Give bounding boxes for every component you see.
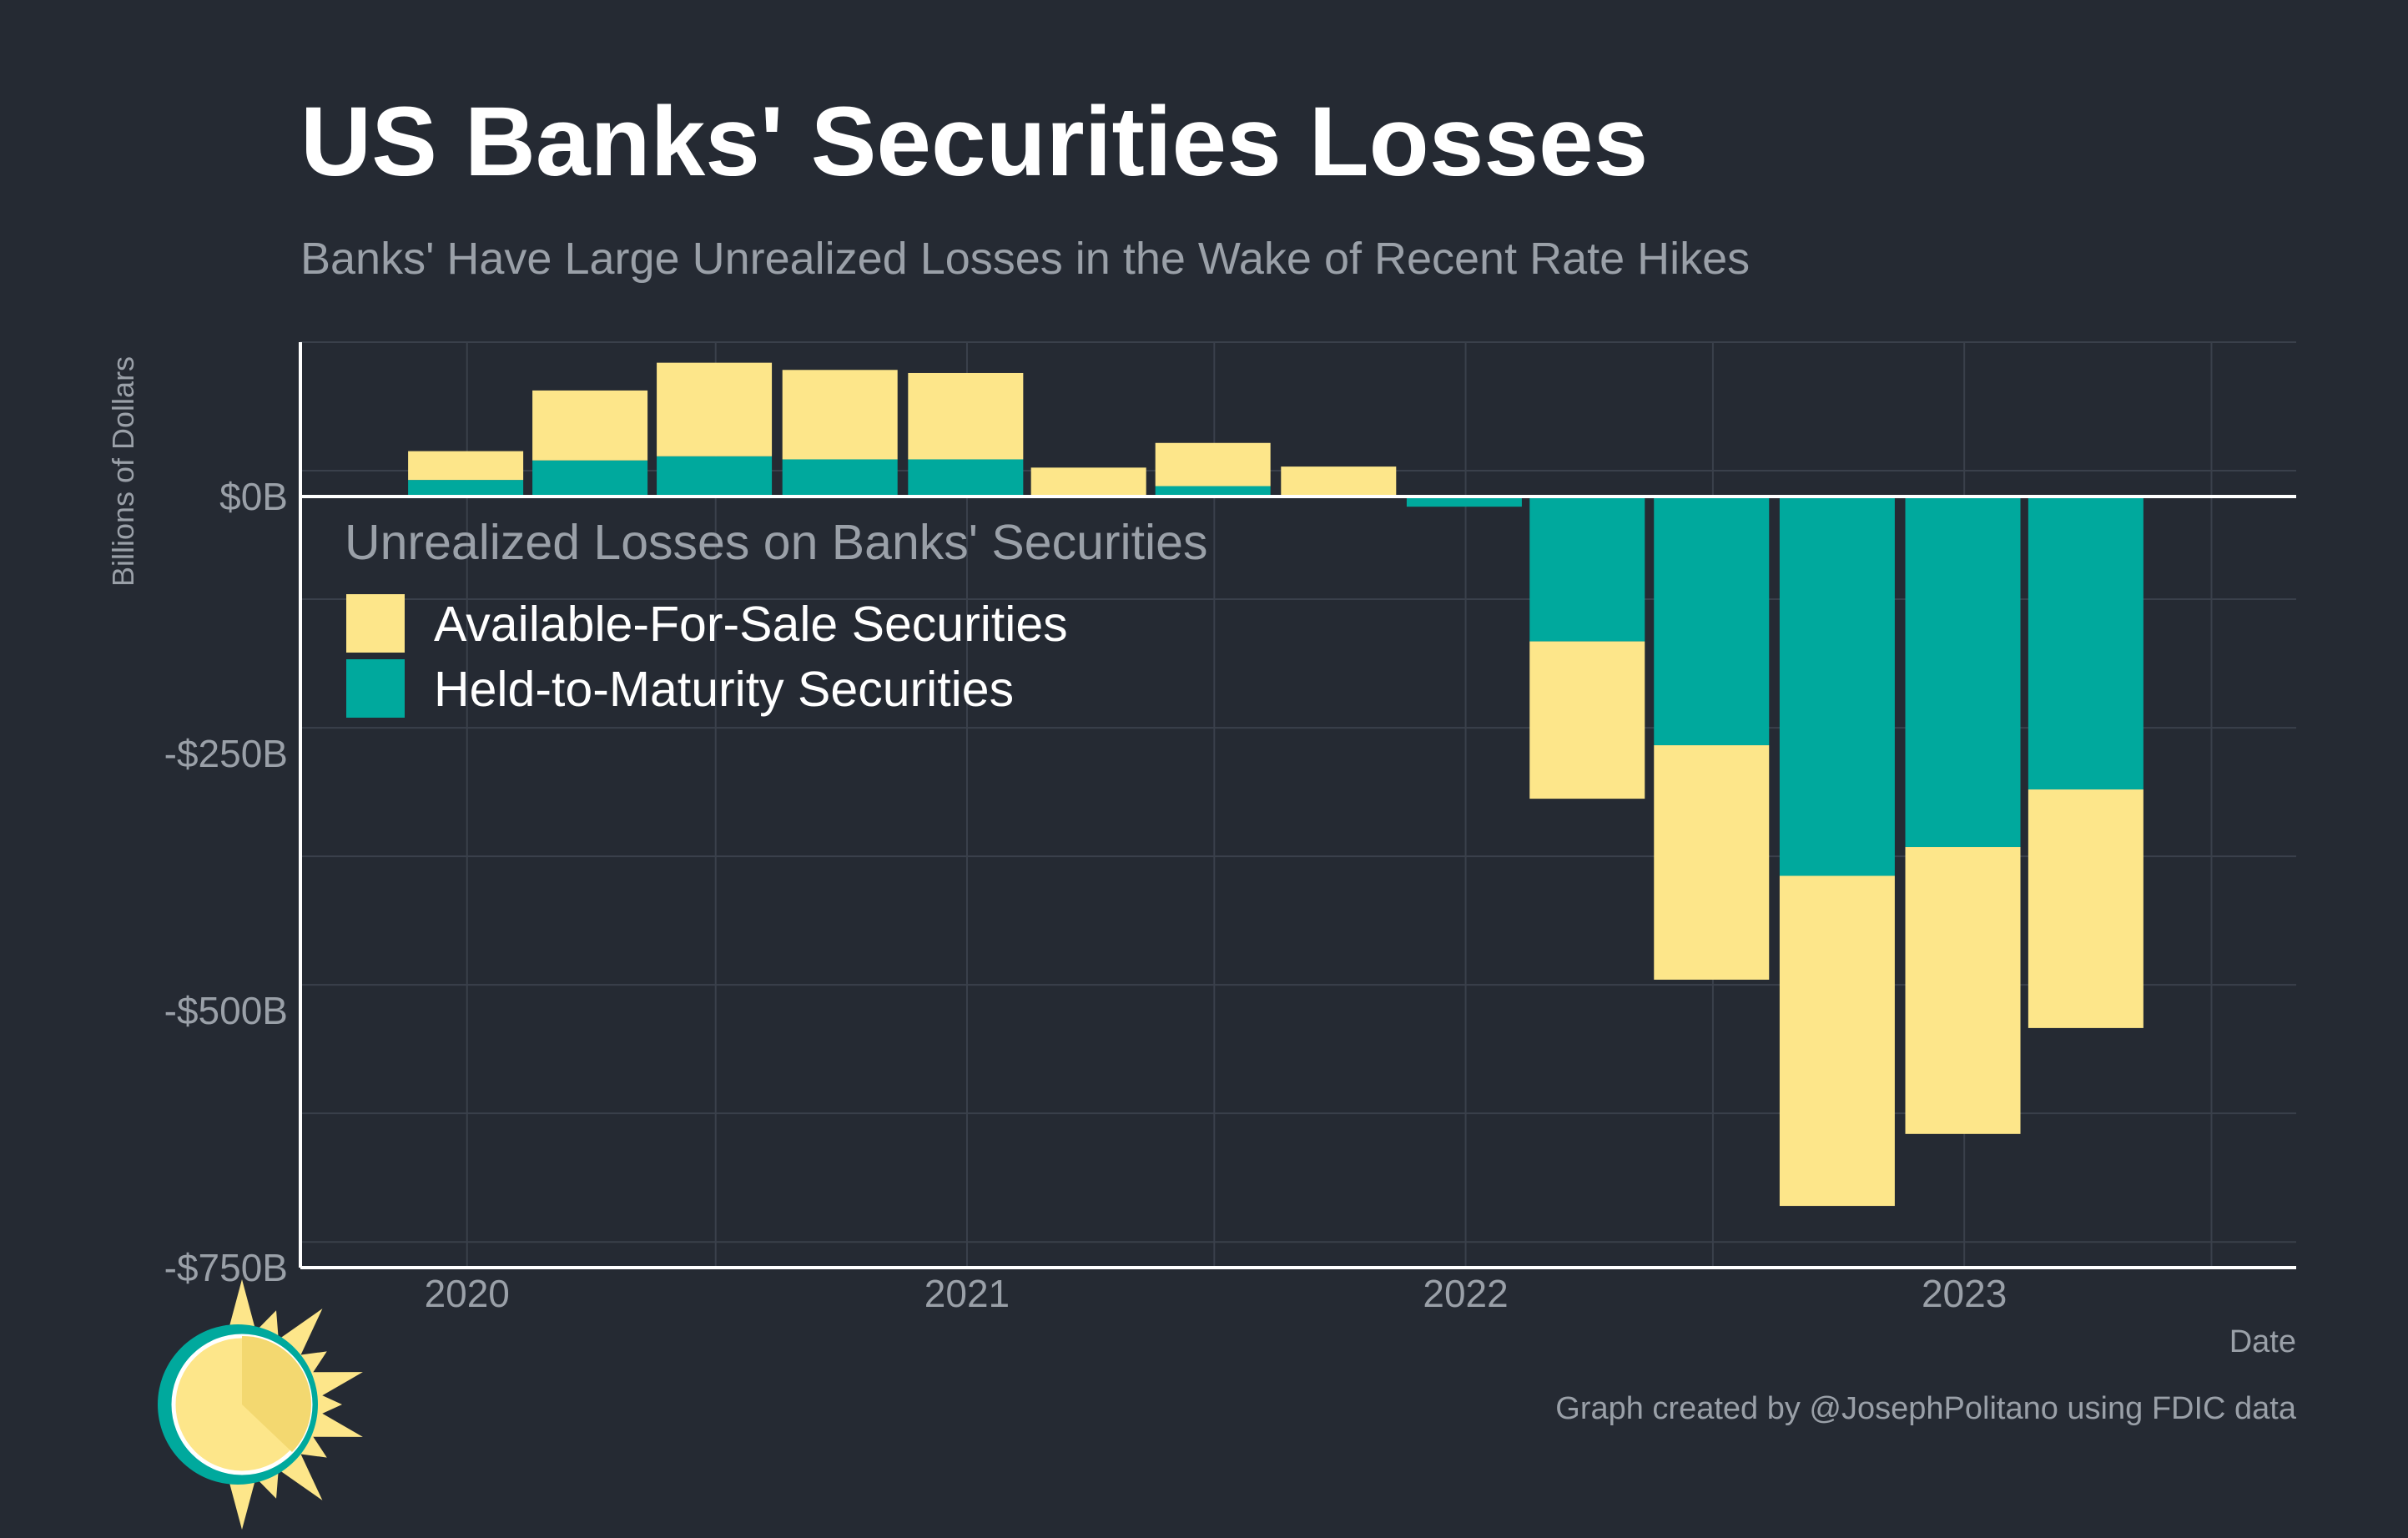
bar-held-to-maturity: [657, 456, 773, 497]
bar-available-for-sale: [1905, 847, 2021, 1134]
x-tick-label: 2023: [1922, 1272, 2007, 1315]
bar-available-for-sale: [1779, 875, 1895, 1207]
y-tick-label: $0B: [219, 475, 288, 518]
bar-held-to-maturity: [908, 459, 1024, 497]
x-tick-label: 2022: [1423, 1272, 1508, 1315]
bar-available-for-sale: [782, 370, 898, 460]
tick-labels: $0B -$250B -$500B -$750B 2020 2021 2022 2023: [164, 475, 2008, 1315]
y-axis-label: Billions of Dollars: [106, 356, 140, 587]
legend-title: Unrealized Losses on Banks' Securities: [345, 515, 1207, 570]
legend: Unrealized Losses on Banks' Securities A…: [345, 515, 1207, 718]
credit-text: Graph created by @JosephPolitano using F…: [1555, 1391, 2297, 1426]
y-tick-label: -$250B: [164, 732, 288, 775]
bar-available-for-sale: [1155, 442, 1271, 487]
bar-available-for-sale: [657, 362, 773, 456]
chart-title: US Banks' Securities Losses: [300, 87, 1648, 197]
x-tick-label: 2020: [425, 1272, 510, 1315]
sun-logo-icon: [158, 1279, 363, 1530]
bar-held-to-maturity: [532, 460, 648, 497]
axes: [299, 342, 2296, 1269]
legend-label-afs: Available-For-Sale Securities: [434, 597, 1068, 652]
bar-available-for-sale: [1281, 466, 1397, 496]
legend-swatch-htm: [346, 659, 405, 718]
bar-held-to-maturity: [1779, 496, 1895, 876]
bar-held-to-maturity: [1905, 496, 2021, 848]
bar-available-for-sale: [908, 372, 1024, 460]
legend-label-htm: Held-to-Maturity Securities: [434, 662, 1014, 717]
bar-available-for-sale: [1654, 745, 1770, 980]
bar-held-to-maturity: [408, 480, 524, 497]
bar-available-for-sale: [532, 390, 648, 461]
bar-available-for-sale: [408, 451, 524, 481]
bars: [408, 362, 2144, 1207]
bar-held-to-maturity: [1406, 496, 1522, 507]
bar-available-for-sale: [2028, 789, 2144, 1028]
bar-held-to-maturity: [782, 459, 898, 497]
bar-available-for-sale: [1030, 467, 1146, 497]
bar-held-to-maturity: [1529, 496, 1645, 642]
x-axis-label: Date: [2229, 1324, 2296, 1359]
y-tick-label: -$750B: [164, 1246, 288, 1289]
x-tick-label: 2021: [924, 1272, 1010, 1315]
bar-held-to-maturity: [1155, 486, 1271, 497]
bar-available-for-sale: [1529, 641, 1645, 799]
legend-swatch-afs: [346, 594, 405, 653]
bar-held-to-maturity: [2028, 496, 2144, 790]
y-tick-label: -$500B: [164, 989, 288, 1032]
chart-subtitle: Banks' Have Large Unrealized Losses in t…: [300, 234, 1750, 284]
bar-held-to-maturity: [1654, 496, 1770, 746]
